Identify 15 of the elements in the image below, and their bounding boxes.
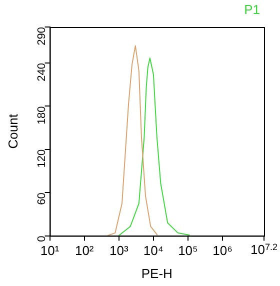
y-tick-label: 180 (36, 106, 48, 125)
x-tick-label: 10² (74, 243, 94, 258)
x-tick-label: 10⁵ (178, 243, 198, 258)
y-tick-label: 0 (36, 236, 48, 242)
x-tick-label: 10³ (110, 243, 129, 258)
text: P1 (244, 2, 260, 18)
y-tick-label: 120 (36, 149, 48, 168)
x-tick-label: 10⁶ (212, 243, 232, 258)
x-tick-label: 10⁴ (143, 243, 164, 258)
y-tick-label: 240 (36, 63, 48, 82)
x-axis-title: PE-H (141, 266, 172, 281)
y-axis-title: Count (5, 114, 20, 149)
y-tick-label: 290 (36, 27, 48, 46)
y-tick-label: 60 (36, 192, 48, 205)
x-tick-label: 10¹ (40, 243, 60, 258)
